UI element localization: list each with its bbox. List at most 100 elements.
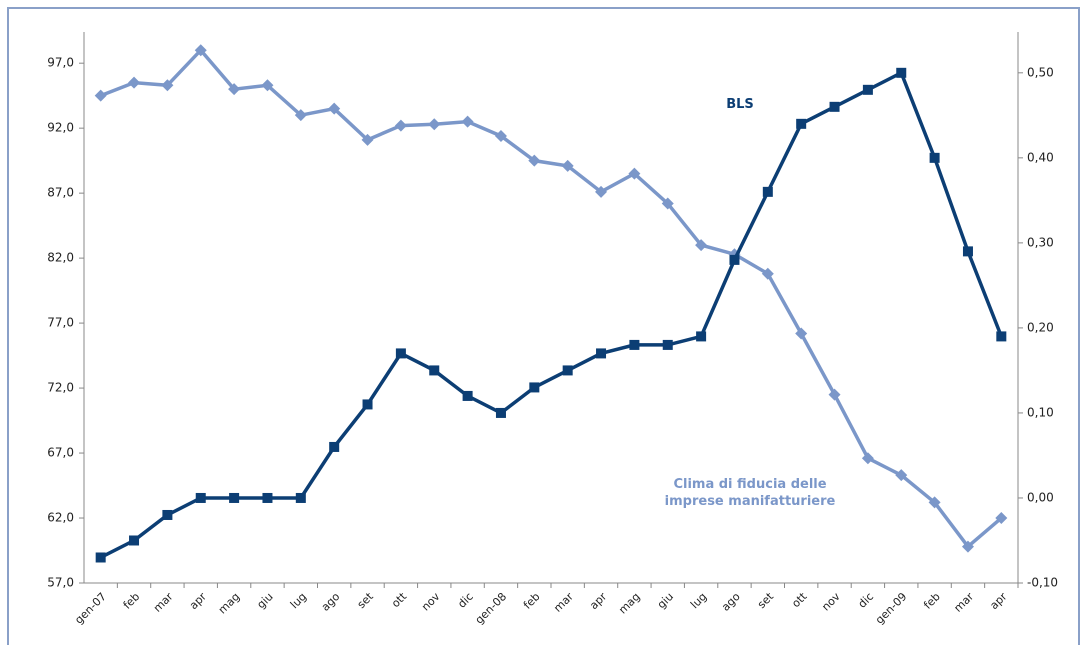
x-tick-label: dic: [455, 590, 476, 611]
x-tick-label: feb: [521, 590, 543, 612]
x-tick-label: lug: [688, 590, 709, 611]
marker: [494, 129, 507, 142]
y2-tick-label: 0,20: [1027, 320, 1054, 334]
marker: [696, 331, 707, 342]
marker: [429, 365, 440, 376]
marker: [194, 44, 207, 57]
x-tick-label: mar: [551, 590, 576, 615]
marker: [561, 159, 574, 172]
x-tick-label: gen-09: [873, 590, 910, 627]
series-label: Clima di fiducia delle imprese manifattu…: [664, 477, 836, 509]
x-tick-label: giu: [655, 590, 676, 611]
x-tick-label: lug: [288, 590, 309, 611]
x-tick-label: apr: [187, 590, 209, 612]
marker: [394, 119, 407, 132]
marker: [95, 552, 106, 563]
marker: [262, 492, 273, 503]
y-tick-label: 92,0: [47, 121, 74, 135]
marker: [795, 327, 808, 340]
series-label-text: BLS: [726, 97, 754, 112]
y-tick-label: 62,0: [47, 511, 74, 525]
y-tick-label: 72,0: [47, 381, 74, 395]
y2-tick-label: 0,30: [1027, 235, 1054, 249]
marker: [996, 331, 1007, 342]
x-tick-label: gen-08: [473, 590, 510, 627]
marker: [195, 492, 206, 503]
marker: [162, 509, 173, 520]
y2-tick-label: 0,40: [1027, 150, 1054, 164]
marker: [762, 186, 773, 197]
y2-tick-label: 0,10: [1027, 405, 1054, 419]
y2-tick-label: 0,50: [1027, 65, 1054, 79]
marker: [961, 540, 974, 553]
marker: [94, 89, 107, 102]
x-tick-label: mag: [216, 590, 242, 616]
x-tick-label: mag: [616, 590, 642, 616]
marker: [562, 365, 573, 376]
marker: [661, 197, 674, 210]
marker: [861, 452, 874, 465]
marker: [729, 254, 740, 265]
marker: [361, 133, 374, 146]
marker: [695, 239, 708, 252]
y-tick-label: 77,0: [47, 316, 74, 330]
marker: [962, 246, 973, 257]
marker: [662, 339, 673, 350]
marker: [895, 469, 908, 482]
marker: [229, 492, 240, 503]
x-tick-label: feb: [921, 590, 943, 612]
y-tick-label: 97,0: [47, 56, 74, 70]
marker: [294, 109, 307, 122]
marker: [929, 152, 940, 163]
marker: [329, 441, 340, 452]
marker: [595, 185, 608, 198]
y-tick-label: 87,0: [47, 186, 74, 200]
x-tick-label: nov: [819, 590, 843, 614]
marker: [395, 348, 406, 359]
x-tick-label: mar: [951, 590, 976, 615]
x-tick-label: ott: [789, 590, 810, 611]
x-tick-label: feb: [121, 590, 143, 612]
x-tick-label: apr: [987, 590, 1009, 612]
marker: [462, 390, 473, 401]
marker: [261, 79, 274, 92]
marker: [129, 535, 140, 546]
x-tick-label: set: [355, 590, 377, 612]
y2-tick-label: 0,00: [1027, 490, 1054, 504]
x-tick-label: apr: [587, 590, 609, 612]
marker: [828, 388, 841, 401]
frame: [7, 7, 1080, 645]
marker: [295, 492, 306, 503]
x-tick-label: nov: [419, 590, 443, 614]
marker: [128, 76, 141, 89]
marker: [862, 84, 873, 95]
marker: [596, 348, 607, 359]
x-tick-label: giu: [254, 590, 275, 611]
marker: [796, 118, 807, 129]
marker: [328, 102, 341, 115]
marker: [761, 267, 774, 280]
y2-tick-label: -0,10: [1027, 576, 1058, 590]
x-tick-label: ott: [389, 590, 410, 611]
marker: [529, 382, 540, 393]
y-tick-label: 57,0: [47, 576, 74, 590]
y-tick-label: 67,0: [47, 446, 74, 460]
marker: [228, 83, 241, 96]
x-tick-label: dic: [856, 590, 877, 611]
marker: [362, 399, 373, 410]
marker: [461, 115, 474, 128]
series-line: [100, 47, 1003, 550]
marker: [528, 154, 541, 167]
marker: [995, 512, 1008, 525]
y-tick-label: 82,0: [47, 251, 74, 265]
x-tick-label: ago: [319, 590, 343, 614]
marker: [829, 101, 840, 112]
x-tick-label: gen-07: [72, 590, 109, 627]
marker: [495, 407, 506, 418]
marker: [628, 167, 641, 180]
x-tick-label: set: [755, 590, 777, 612]
x-tick-label: ago: [719, 590, 743, 614]
series-label-text: Clima di fiducia delle imprese manifattu…: [664, 477, 836, 509]
marker: [161, 79, 174, 92]
series-line: [99, 70, 1003, 560]
